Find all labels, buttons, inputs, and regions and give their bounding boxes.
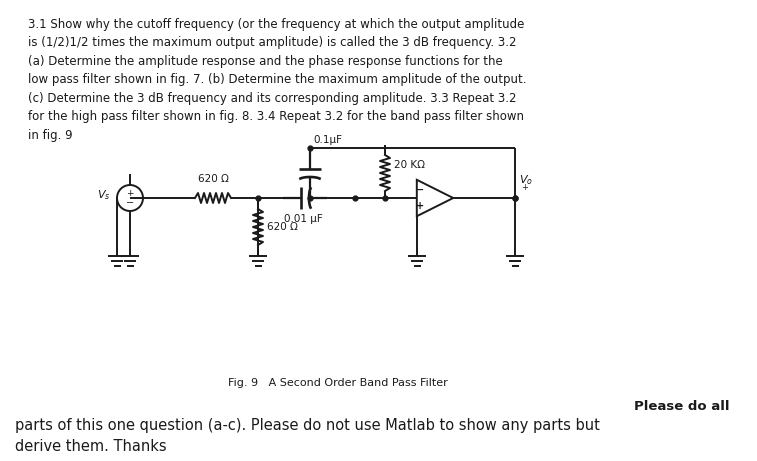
Text: $V_o$: $V_o$: [519, 173, 533, 187]
Text: +: +: [416, 201, 425, 211]
Text: parts of this one question (a-c). Please do not use Matlab to show any parts but: parts of this one question (a-c). Please…: [15, 418, 600, 454]
Text: 0.1μF: 0.1μF: [313, 135, 342, 145]
Text: 20 KΩ: 20 KΩ: [394, 160, 425, 170]
Text: +: +: [521, 183, 528, 193]
Text: −: −: [416, 185, 425, 195]
Text: 3.1 Show why the cutoff frequency (or the frequency at which the output amplitud: 3.1 Show why the cutoff frequency (or th…: [28, 18, 527, 142]
Text: +: +: [126, 189, 134, 198]
Text: $V_s$: $V_s$: [96, 188, 110, 202]
Text: 620 Ω: 620 Ω: [267, 222, 298, 232]
Text: −: −: [126, 198, 134, 208]
Text: 0.01 μF: 0.01 μF: [284, 214, 322, 224]
Text: Fig. 9   A Second Order Band Pass Filter: Fig. 9 A Second Order Band Pass Filter: [228, 378, 447, 388]
Text: Please do all: Please do all: [634, 400, 730, 413]
Text: 620 Ω: 620 Ω: [198, 174, 229, 184]
